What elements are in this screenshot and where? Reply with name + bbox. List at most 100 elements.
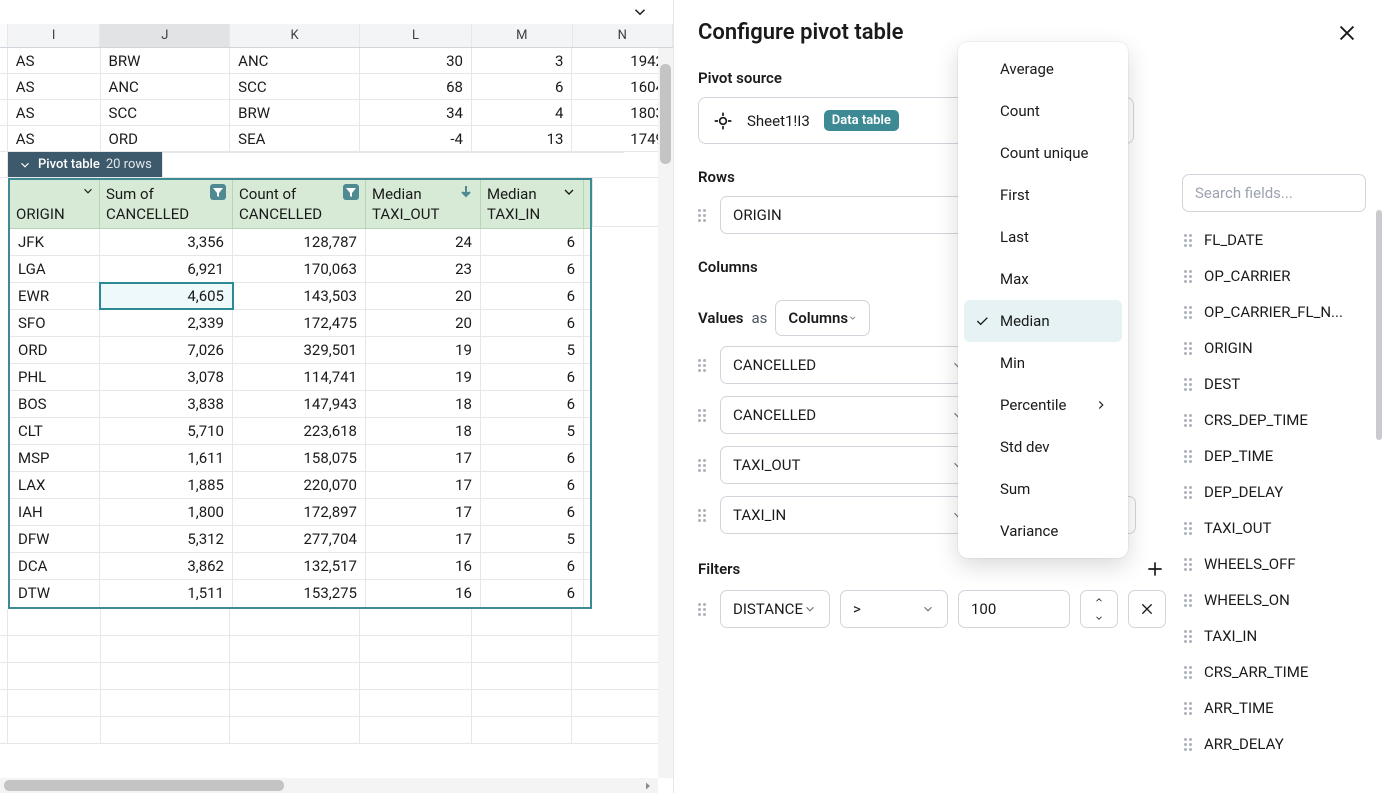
horizontal-scrollbar[interactable] <box>0 778 658 793</box>
drag-handle-icon[interactable] <box>1184 414 1196 427</box>
field-item[interactable]: DEP_DELAY <box>1182 474 1366 510</box>
pivot-cell-sum[interactable]: 1,800 <box>100 499 233 525</box>
col-head-N[interactable]: N <box>573 24 673 47</box>
pivot-cell-count[interactable]: 172,897 <box>233 499 366 525</box>
pivot-cell-median-in[interactable]: 5 <box>481 418 584 444</box>
cell[interactable]: BRW <box>101 48 231 73</box>
values-as-select[interactable]: Columns <box>775 300 870 336</box>
cell[interactable]: 6 <box>472 74 573 99</box>
agg-option-count[interactable]: Count <box>964 90 1122 132</box>
cell[interactable]: 30 <box>360 48 472 73</box>
field-item[interactable]: DEP_TIME <box>1182 438 1366 474</box>
pivot-cell-sum[interactable]: 3,838 <box>100 391 233 417</box>
pivot-cell-origin[interactable]: IAH <box>10 499 100 525</box>
field-item[interactable]: OP_CARRIER <box>1182 258 1366 294</box>
pivot-cell-origin[interactable]: BOS <box>10 391 100 417</box>
cell[interactable]: BRW <box>230 100 360 125</box>
cell[interactable]: ORD <box>101 126 231 151</box>
field-item[interactable]: CRS_ARR_TIME <box>1182 654 1366 690</box>
pivot-cell-median-in[interactable]: 6 <box>481 445 584 471</box>
drag-handle-icon[interactable] <box>1184 270 1196 283</box>
field-item[interactable]: DEST <box>1182 366 1366 402</box>
drag-handle-icon[interactable] <box>1184 342 1196 355</box>
drag-handle-icon[interactable] <box>1184 486 1196 499</box>
pivot-cell-median-out[interactable]: 23 <box>366 256 481 282</box>
drag-handle-icon[interactable] <box>1184 630 1196 643</box>
pivot-cell-median-in[interactable]: 6 <box>481 229 584 255</box>
agg-option-count-unique[interactable]: Count unique <box>964 132 1122 174</box>
pivot-cell-median-out[interactable]: 20 <box>366 283 481 309</box>
agg-option-variance[interactable]: Variance <box>964 510 1122 552</box>
col-head-L[interactable]: L <box>360 24 472 47</box>
pivot-cell-sum[interactable]: 1,511 <box>100 580 233 607</box>
col-head-J[interactable]: J <box>100 24 230 47</box>
pivot-cell-median-out[interactable]: 19 <box>366 364 481 390</box>
pivot-cell-median-in[interactable]: 6 <box>481 256 584 282</box>
pivot-cell-median-out[interactable]: 17 <box>366 472 481 498</box>
pivot-cell-origin[interactable]: JFK <box>10 229 100 255</box>
drag-handle-icon[interactable] <box>1184 306 1196 319</box>
cell[interactable]: AS <box>8 126 101 151</box>
pivot-cell-median-in[interactable]: 6 <box>481 283 584 309</box>
pivot-cell-median-in[interactable]: 6 <box>481 310 584 336</box>
value-field-select[interactable]: CANCELLED <box>720 396 978 434</box>
pivot-cell-median-out[interactable]: 24 <box>366 229 481 255</box>
pivot-header-median-taxi-in[interactable]: Median TAXI_IN <box>481 180 584 228</box>
filter-icon[interactable] <box>210 184 226 200</box>
cell[interactable]: 34 <box>360 100 472 125</box>
pivot-cell-median-out[interactable]: 17 <box>366 499 481 525</box>
pivot-cell-origin[interactable]: DTW <box>10 580 100 607</box>
pivot-cell-count[interactable]: 132,517 <box>233 553 366 579</box>
agg-option-first[interactable]: First <box>964 174 1122 216</box>
pivot-cell-sum[interactable]: 3,862 <box>100 553 233 579</box>
drag-handle-icon[interactable] <box>698 409 710 422</box>
field-item[interactable]: WHEELS_OFF <box>1182 546 1366 582</box>
agg-option-average[interactable]: Average <box>964 48 1122 90</box>
pivot-header-median-taxi-out[interactable]: Median TAXI_OUT <box>366 180 481 228</box>
sort-desc-icon[interactable] <box>458 184 474 200</box>
pivot-cell-count[interactable]: 329,501 <box>233 337 366 363</box>
pivot-cell-count[interactable]: 220,070 <box>233 472 366 498</box>
drag-handle-icon[interactable] <box>1184 666 1196 679</box>
pivot-cell-median-in[interactable]: 6 <box>481 472 584 498</box>
drag-handle-icon[interactable] <box>1184 594 1196 607</box>
agg-option-percentile[interactable]: Percentile <box>964 384 1122 426</box>
search-fields-input[interactable]: Search fields... <box>1182 174 1366 212</box>
pivot-header-origin[interactable]: ORIGIN <box>10 180 100 228</box>
value-field-select[interactable]: TAXI_IN <box>720 496 978 534</box>
drag-handle-icon[interactable] <box>1184 738 1196 751</box>
agg-option-max[interactable]: Max <box>964 258 1122 300</box>
pivot-header-sum-cancelled[interactable]: Sum of CANCELLED <box>100 180 233 228</box>
chevron-down-icon[interactable] <box>631 3 649 21</box>
pivot-cell-origin[interactable]: PHL <box>10 364 100 390</box>
field-item[interactable]: TAXI_OUT <box>1182 510 1366 546</box>
pivot-cell-origin[interactable]: CLT <box>10 418 100 444</box>
agg-option-sum[interactable]: Sum <box>964 468 1122 510</box>
pivot-cell-origin[interactable]: EWR <box>10 283 100 309</box>
pivot-cell-origin[interactable]: LGA <box>10 256 100 282</box>
drag-handle-icon[interactable] <box>1184 378 1196 391</box>
pivot-cell-median-in[interactable]: 5 <box>481 337 584 363</box>
pivot-cell-count[interactable]: 147,943 <box>233 391 366 417</box>
field-item[interactable]: FL_DATE <box>1182 222 1366 258</box>
pivot-cell-median-out[interactable]: 18 <box>366 391 481 417</box>
pivot-cell-sum[interactable]: 3,356 <box>100 229 233 255</box>
field-item[interactable]: ARR_TIME <box>1182 690 1366 726</box>
field-item[interactable]: WHEELS_ON <box>1182 582 1366 618</box>
pivot-cell-count[interactable]: 158,075 <box>233 445 366 471</box>
pivot-cell-count[interactable]: 143,503 <box>233 283 366 309</box>
agg-option-std-dev[interactable]: Std dev <box>964 426 1122 468</box>
pivot-cell-median-out[interactable]: 16 <box>366 580 481 607</box>
pivot-cell-count[interactable]: 153,275 <box>233 580 366 607</box>
chevron-down-icon[interactable] <box>81 184 95 198</box>
cell[interactable]: AS <box>8 48 101 73</box>
rows-field-select[interactable]: ORIGIN <box>720 196 978 234</box>
add-filter-button[interactable] <box>1144 558 1166 580</box>
agg-option-min[interactable]: Min <box>964 342 1122 384</box>
drag-handle-icon[interactable] <box>1184 558 1196 571</box>
pivot-cell-count[interactable]: 277,704 <box>233 526 366 552</box>
field-item[interactable]: CRS_DEP_TIME <box>1182 402 1366 438</box>
fields-scrollbar[interactable] <box>1376 210 1382 783</box>
cell[interactable]: SEA <box>230 126 360 151</box>
pivot-cell-origin[interactable]: SFO <box>10 310 100 336</box>
